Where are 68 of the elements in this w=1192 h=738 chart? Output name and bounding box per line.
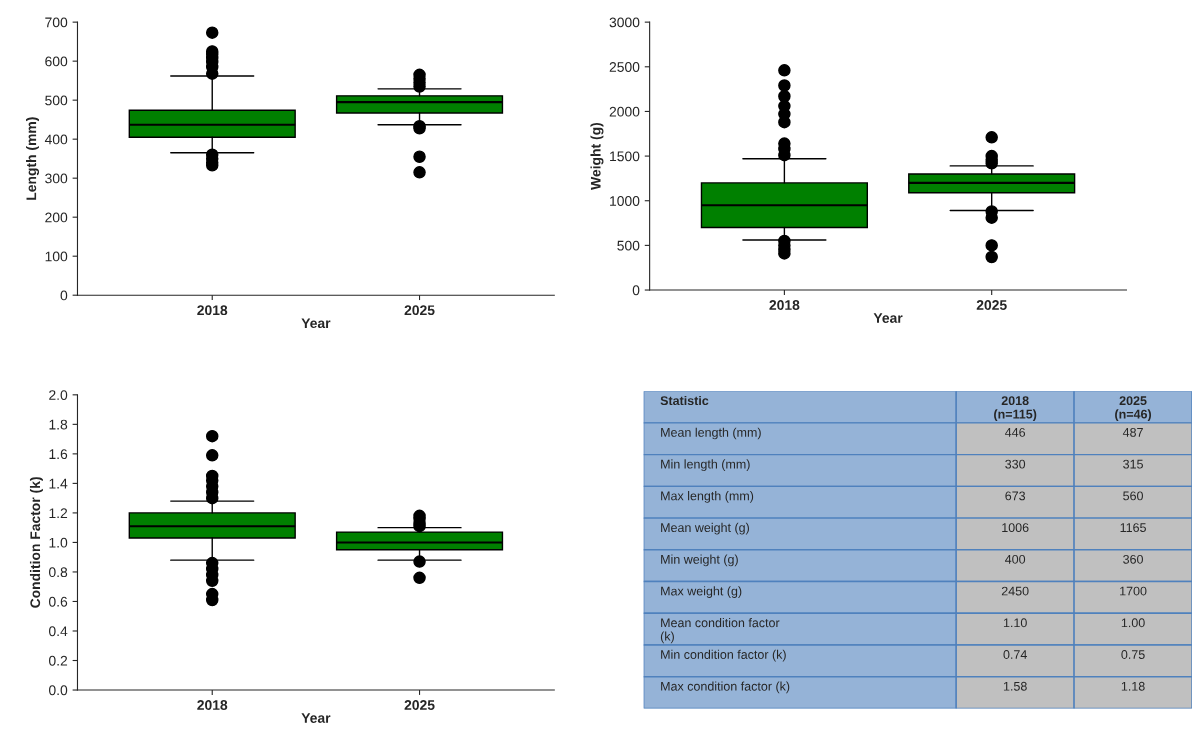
text: 2450 [1001, 586, 1029, 596]
y-tick-label: 500 [45, 95, 68, 106]
text: 0.74 [1003, 650, 1027, 659]
y-tick-label: 0.6 [48, 596, 68, 607]
y-tick-label: 300 [45, 173, 68, 184]
x-tick-label: 2025 [404, 305, 435, 316]
x-tick-label: 2018 [769, 300, 800, 310]
x-axis-title: Year [873, 313, 903, 323]
text: 400 [1005, 554, 1026, 564]
text: Max condition factor (k) [661, 681, 790, 694]
text: 446 [1005, 427, 1026, 437]
text: 360 [1123, 554, 1143, 564]
text: 330 [1005, 459, 1026, 469]
text: Min length (mm) [661, 459, 750, 472]
y-tick-label: 0.2 [48, 655, 68, 666]
text: Mean condition factor (k) [660, 618, 780, 644]
text: 1700 [1120, 586, 1147, 596]
x-axis-title: Year [301, 713, 331, 723]
text: 2025 (n=46) [1115, 396, 1152, 422]
y-tick-label: 1.0 [49, 537, 68, 548]
y-tick-label: 2.0 [49, 390, 68, 400]
y-axis-title: Condition Factor (k) [29, 477, 43, 608]
y-tick-label: 0.8 [48, 567, 68, 578]
text: 0.75 [1121, 650, 1145, 659]
text: Mean length (mm) [661, 427, 761, 440]
x-tick-label: 2018 [197, 305, 228, 316]
text: 1.00 [1121, 618, 1145, 628]
y-tick-label: 0 [60, 290, 68, 301]
text: 2018 (n=115) [994, 396, 1037, 422]
x-tick-label: 2025 [404, 700, 435, 710]
y-tick-label: 200 [45, 212, 68, 223]
text: 315 [1123, 459, 1143, 469]
text: Statistic [660, 395, 709, 406]
y-tick-label: 1500 [610, 151, 640, 162]
text: Max length (mm) [661, 491, 754, 503]
y-tick-label: 500 [617, 240, 640, 251]
y-tick-label: 1.4 [49, 478, 68, 489]
y-tick-label: 400 [44, 134, 68, 145]
text: Min condition factor (k) [661, 649, 786, 662]
x-axis-title: Year [301, 318, 331, 329]
text: Max weight (g) [661, 586, 742, 598]
text: 1.18 [1121, 681, 1145, 691]
y-tick-label: 3000 [609, 17, 640, 28]
y-tick-label: 100 [45, 251, 68, 262]
text: 673 [1005, 491, 1026, 501]
text: 1165 [1120, 523, 1146, 533]
y-tick-label: 700 [45, 17, 68, 28]
y-tick-label: 600 [45, 56, 68, 67]
text: Min weight (g) [661, 554, 738, 567]
y-tick-label: 0.0 [48, 685, 68, 696]
y-tick-label: 0 [632, 285, 640, 296]
text: 560 [1123, 491, 1143, 501]
y-tick-label: 1000 [610, 196, 640, 206]
y-tick-label: 2000 [609, 106, 640, 117]
text: 1006 [1002, 523, 1029, 533]
text: 487 [1122, 427, 1143, 437]
y-tick-label: 1.6 [49, 449, 68, 460]
text: 1.10 [1003, 618, 1027, 628]
y-tick-label: 1.2 [49, 508, 68, 518]
text: Mean weight (g) [661, 522, 749, 535]
x-tick-label: 2018 [197, 700, 228, 710]
y-tick-label: 0.4 [48, 626, 68, 637]
text: 1.58 [1003, 681, 1027, 691]
y-tick-label: 1.8 [49, 419, 68, 430]
y-tick-label: 2500 [609, 62, 640, 72]
x-tick-label: 2025 [976, 300, 1007, 310]
y-axis-title: Length (mm) [26, 117, 40, 200]
y-axis-title: Weight (g) [590, 122, 604, 190]
